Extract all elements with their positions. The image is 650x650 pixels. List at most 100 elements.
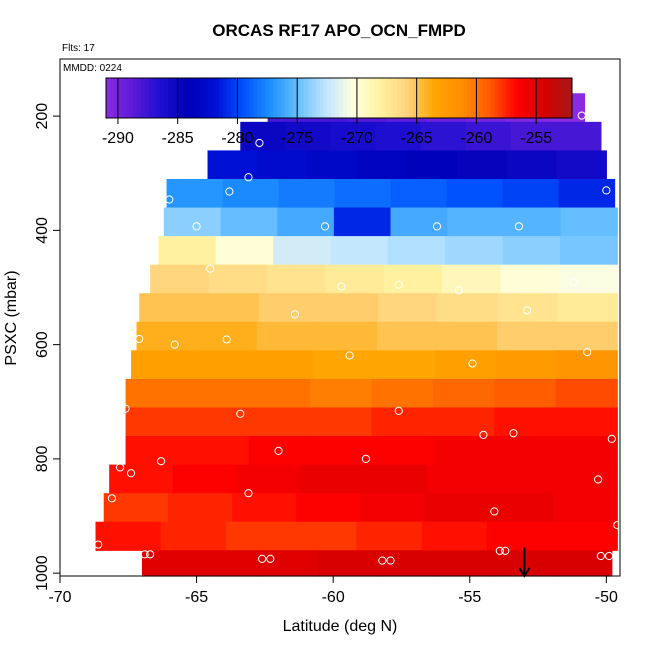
colorbar-swatch	[183, 78, 189, 118]
colorbar-swatch	[358, 78, 363, 118]
colorbar-swatch	[521, 78, 526, 118]
colorbar-swatch	[401, 78, 406, 118]
heatmap-cell	[257, 150, 308, 180]
heatmap-cell	[208, 264, 268, 294]
heatmap-cell	[198, 293, 260, 323]
colorbar-swatch	[366, 78, 371, 118]
colorbar-swatch	[327, 78, 332, 118]
heatmap-cell	[557, 293, 618, 323]
heatmap-cell	[447, 207, 505, 237]
sample-point	[468, 359, 477, 368]
colorbar-swatch	[113, 78, 119, 118]
heatmap-cell	[318, 550, 378, 577]
heatmap-cell	[131, 350, 193, 380]
heatmap-cell	[248, 436, 311, 466]
heatmap-cell	[360, 493, 426, 523]
sample-point	[255, 138, 264, 148]
colorbar-frame	[105, 77, 573, 119]
sample-point	[378, 556, 387, 565]
heatmap-cell	[432, 436, 495, 466]
x-axis-label: Latitude (deg N)	[283, 618, 398, 635]
heatmap-cell	[495, 350, 558, 380]
heatmap-cell	[555, 121, 602, 152]
chart-title: ORCAS RF17 APO_OCN_FMPD	[212, 21, 465, 40]
colorbar-swatch	[560, 78, 565, 118]
sample-point	[432, 222, 442, 231]
heatmap-cell	[309, 378, 373, 409]
heatmap-cells	[95, 93, 618, 577]
sample-point	[602, 186, 611, 195]
colorbar-swatch	[148, 78, 154, 118]
colorbar-swatch	[405, 78, 410, 118]
heatmap-cell	[432, 378, 495, 409]
x-tick-label: -55	[458, 589, 481, 606]
heatmap-cell	[502, 178, 560, 209]
heatmap-cell	[215, 236, 274, 266]
colorbar-swatch	[451, 78, 456, 118]
heatmap-cell	[435, 550, 495, 577]
heatmap-cell	[248, 407, 311, 437]
heatmap-cell	[383, 264, 443, 294]
sample-point	[569, 277, 578, 286]
sample-point	[386, 556, 395, 565]
colorbar-swatch	[455, 78, 460, 118]
heatmap-cell	[497, 293, 559, 323]
colorbar-swatch	[222, 78, 227, 118]
colorbar-swatch	[552, 78, 557, 118]
colorbar-swatch	[272, 78, 278, 118]
heatmap-cell	[560, 207, 618, 237]
heatmap-cell	[486, 521, 553, 551]
heatmap-cell	[325, 264, 385, 294]
sample-point	[577, 111, 586, 120]
colorbar-swatch	[393, 78, 398, 118]
sample-point	[266, 554, 275, 563]
colorbar-swatch	[373, 78, 379, 118]
heatmap-cell	[421, 521, 488, 551]
colorbar-swatch	[311, 78, 317, 118]
sample-point	[274, 446, 283, 455]
heatmap-cell	[503, 207, 562, 237]
sample-point	[361, 454, 371, 463]
sample-point	[583, 347, 592, 357]
sample-point	[135, 334, 144, 344]
colorbar-swatch	[218, 78, 223, 118]
colorbar-swatch	[140, 78, 146, 118]
heatmap-cell	[330, 121, 377, 152]
heatmap-cell	[141, 550, 202, 577]
heatmap-cell	[125, 436, 188, 466]
heatmap-cell	[285, 121, 332, 152]
colorbar-swatch	[257, 78, 262, 118]
sample-point	[345, 351, 354, 360]
colorbar-swatch	[133, 78, 138, 118]
colorbar-swatch	[144, 78, 150, 118]
colorbar-swatch	[199, 78, 204, 118]
colorbar-swatch	[292, 78, 297, 118]
colorbar-swatch	[490, 78, 495, 118]
colorbar-swatch	[304, 78, 309, 118]
x-axis: -70 -65 -60 -55 -50	[48, 576, 618, 606]
heatmap-cell	[426, 464, 491, 494]
heatmap-cell	[557, 321, 618, 351]
sample-point	[509, 429, 518, 438]
heatmap-cell	[375, 121, 422, 152]
colorbar-swatch	[121, 78, 126, 118]
sample-point	[596, 551, 605, 561]
colorbar-swatch	[234, 78, 239, 118]
heatmap-cell	[446, 178, 504, 209]
colorbar-swatch	[276, 78, 282, 118]
colorbar-swatch	[416, 78, 422, 118]
colorbar-swatch	[505, 78, 511, 118]
colorbar-swatch	[241, 78, 247, 118]
heatmap-cell	[240, 121, 286, 152]
heatmap-cell	[500, 264, 560, 294]
heatmap-cell	[371, 436, 434, 466]
sample-point	[490, 507, 499, 516]
heatmap-cell	[356, 521, 423, 551]
heatmap-cell	[510, 121, 557, 152]
sample-point	[121, 404, 130, 413]
heatmap-cell	[553, 550, 613, 577]
colorbar-swatch	[117, 78, 123, 118]
heatmap-cell	[95, 521, 162, 551]
heatmap-cell	[494, 436, 557, 466]
colorbar-swatch	[129, 78, 134, 118]
